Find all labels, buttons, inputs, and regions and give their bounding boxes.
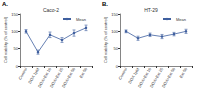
svg-text:B.: B. bbox=[102, 1, 108, 7]
svg-text:DOX+Ext 50: DOX+Ext 50 bbox=[61, 66, 77, 88]
svg-text:DOX+Ext 50: DOX+Ext 50 bbox=[161, 66, 177, 88]
svg-text:HT-29: HT-29 bbox=[144, 7, 158, 13]
svg-text:150: 150 bbox=[111, 12, 118, 17]
svg-text:100: 100 bbox=[111, 29, 118, 34]
svg-text:Caco-2: Caco-2 bbox=[43, 7, 59, 13]
svg-text:100: 100 bbox=[11, 29, 18, 34]
svg-text:Ext 50: Ext 50 bbox=[178, 66, 188, 79]
svg-text:DOX 1μM: DOX 1μM bbox=[27, 66, 41, 85]
svg-text:Cell viability (% of control): Cell viability (% of control) bbox=[3, 16, 8, 63]
svg-text:Cell viability (% of control): Cell viability (% of control) bbox=[103, 16, 108, 63]
svg-text:0: 0 bbox=[16, 64, 19, 69]
svg-text:50: 50 bbox=[114, 46, 119, 51]
svg-text:A.: A. bbox=[2, 1, 8, 7]
svg-text:DOX 1μM: DOX 1μM bbox=[127, 66, 141, 85]
svg-text:DOX+Ext 10: DOX+Ext 10 bbox=[136, 66, 153, 89]
svg-text:Control: Control bbox=[117, 67, 128, 81]
svg-text:Ext 50: Ext 50 bbox=[78, 66, 88, 79]
svg-text:DOX+Ext 25: DOX+Ext 25 bbox=[48, 66, 65, 89]
svg-text:DOX+Ext 10: DOX+Ext 10 bbox=[36, 66, 53, 89]
svg-text:Mean: Mean bbox=[76, 17, 86, 22]
svg-text:Mean: Mean bbox=[176, 17, 186, 22]
svg-text:150: 150 bbox=[11, 12, 18, 17]
svg-text:0: 0 bbox=[116, 64, 119, 69]
svg-text:DOX+Ext 25: DOX+Ext 25 bbox=[148, 66, 165, 89]
svg-text:50: 50 bbox=[14, 46, 19, 51]
svg-text:Control: Control bbox=[17, 67, 28, 81]
